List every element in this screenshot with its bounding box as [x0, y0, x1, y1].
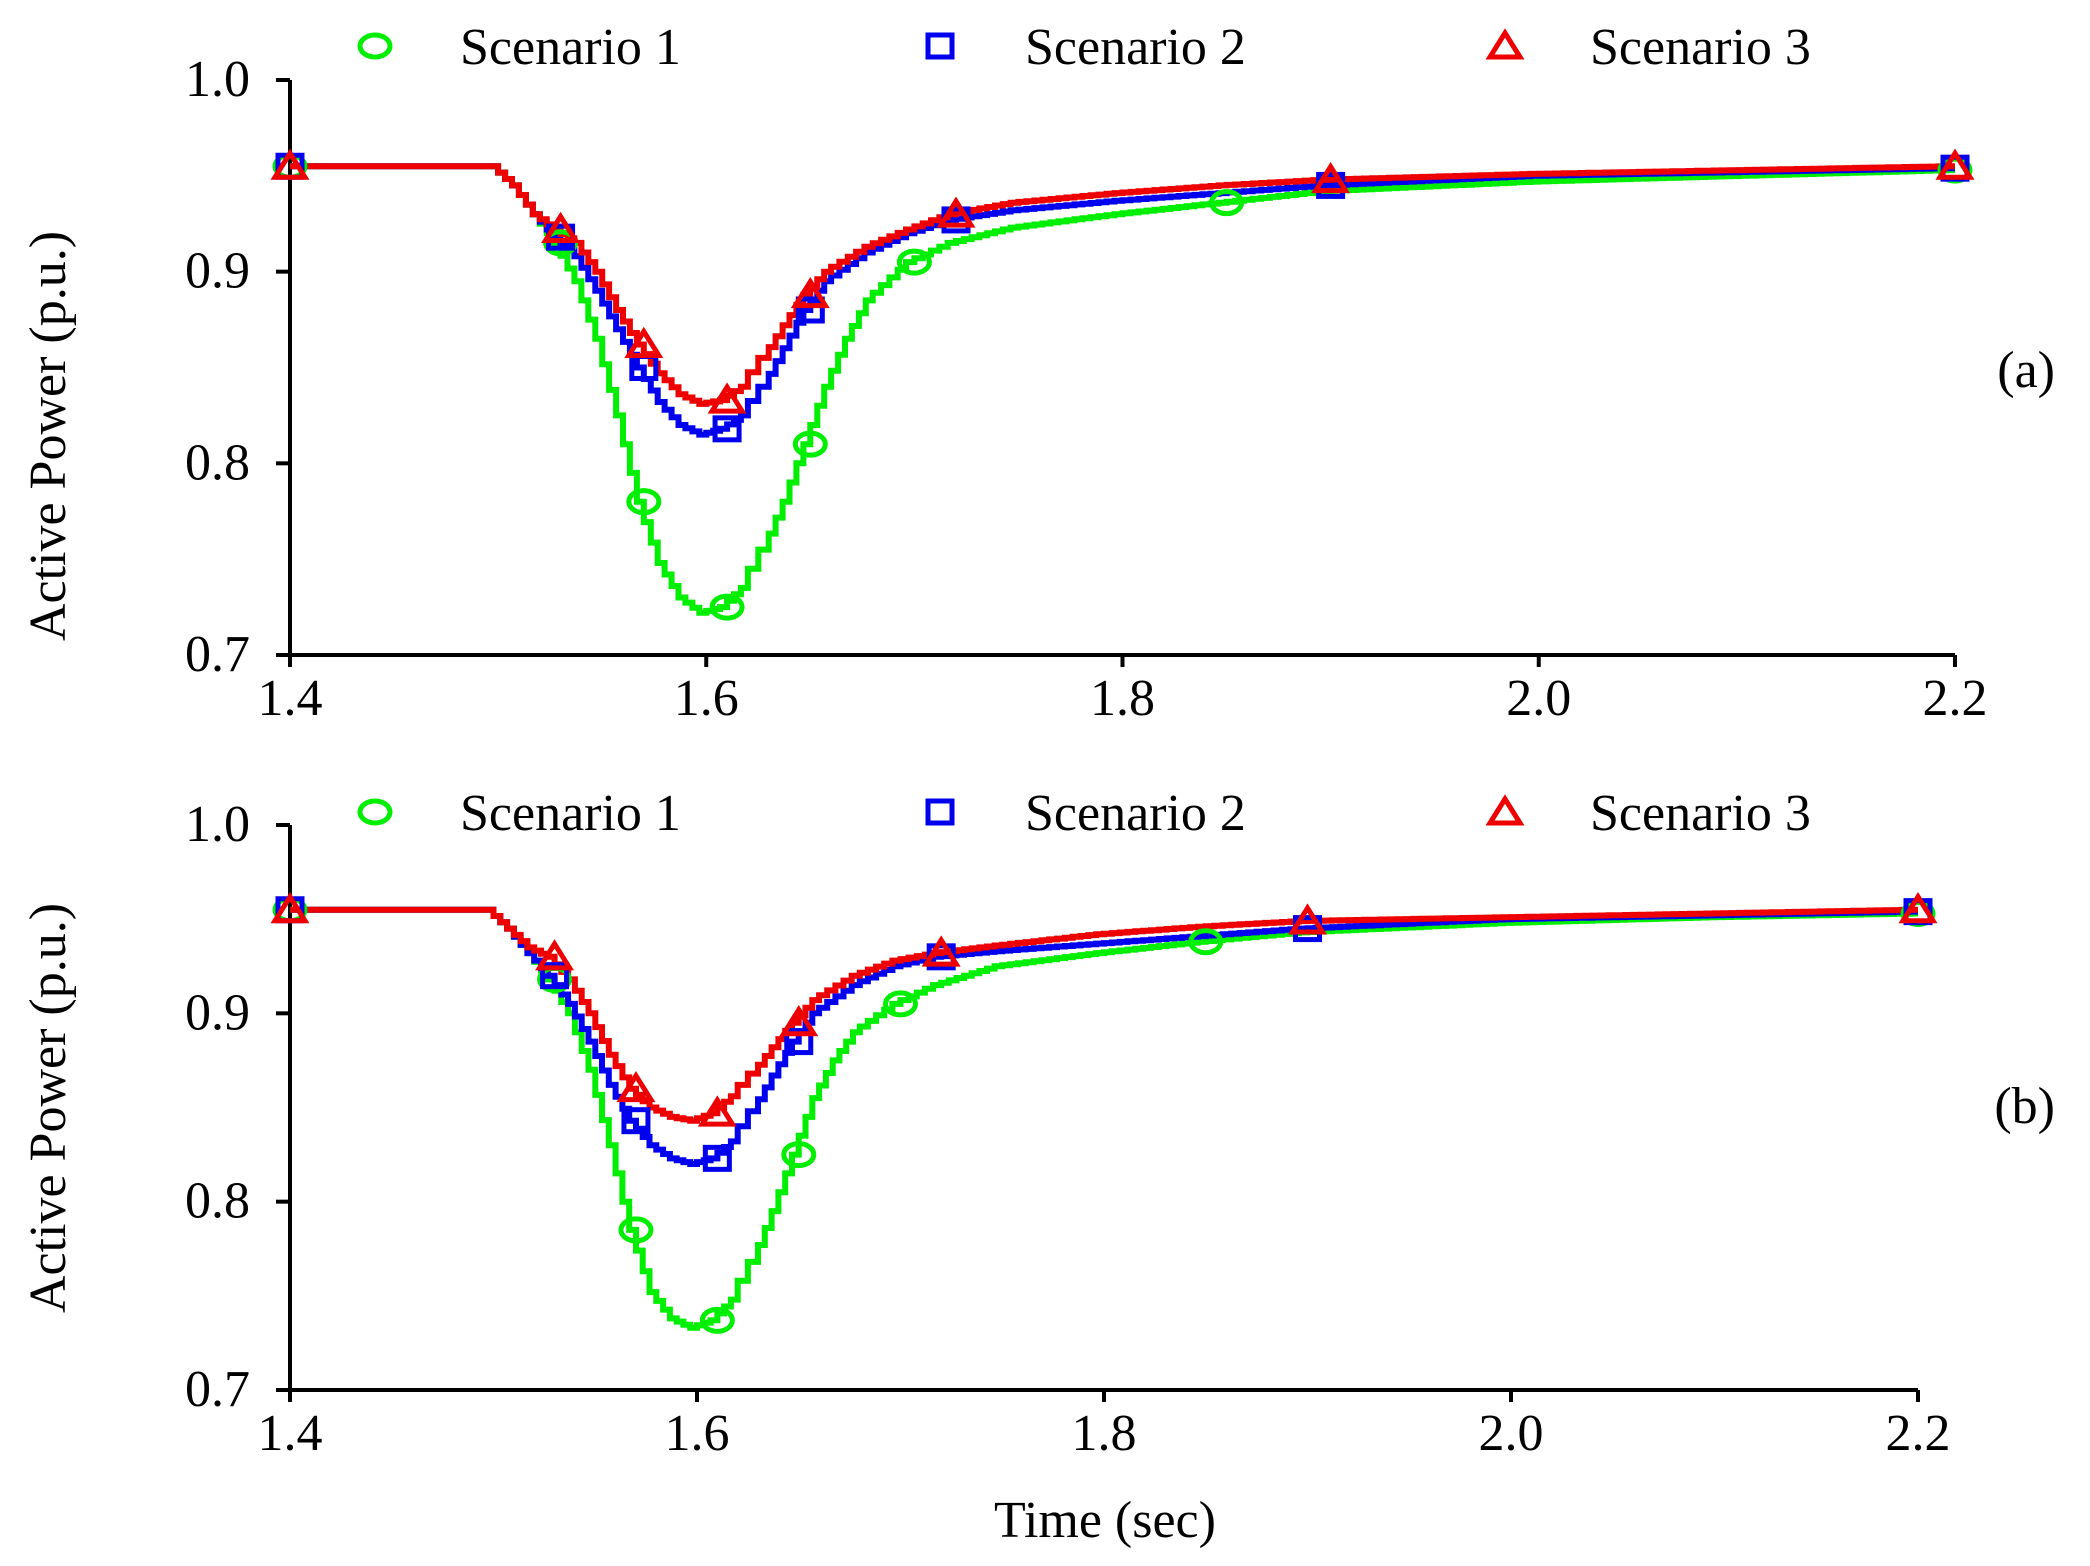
data-point-marker	[781, 1141, 817, 1169]
panel-label: (b)	[1994, 1078, 2055, 1135]
data-point-marker	[618, 1216, 654, 1244]
y-axis-label: Active Power (p.u.)	[20, 903, 77, 1313]
x-tick-label: 1.6	[665, 1405, 730, 1462]
data-point-marker	[921, 935, 961, 967]
legend-label: Scenario 2	[1025, 785, 1246, 842]
data-point-marker	[541, 211, 581, 243]
data-point-marker	[792, 430, 828, 458]
panel-a: (a) Active Power (p.u.) 1.4 1.6 1.8 2.0 2.2 0…	[20, 19, 2055, 727]
data-point-marker	[699, 1306, 735, 1334]
data-point-marker	[626, 488, 662, 516]
x-tick-label: 1.8	[1090, 670, 1155, 727]
x-tick-label: 2.2	[1923, 670, 1988, 727]
legend-marker	[357, 32, 393, 60]
data-point-marker	[707, 382, 747, 414]
legend-marker	[1485, 28, 1525, 60]
legend-marker	[357, 798, 393, 826]
x-tick-label: 1.4	[258, 670, 323, 727]
legend-label: Scenario 2	[1025, 19, 1246, 76]
legend-label: Scenario 3	[1590, 19, 1811, 76]
x-tick-label: 1.4	[258, 1405, 323, 1462]
data-point-marker	[936, 196, 976, 228]
legend-marker	[925, 798, 955, 826]
data-point-marker	[702, 1144, 732, 1172]
data-point-marker	[1209, 189, 1245, 217]
data-point-marker	[779, 1005, 819, 1037]
panel-b: (b) Active Power (p.u.) Time (sec) 1.4 1.…	[20, 785, 2055, 1549]
x-axis-label: Time (sec)	[994, 1492, 1216, 1549]
series-line-scenario-3	[290, 906, 1918, 1124]
y-tick-label: 0.8	[185, 1173, 250, 1230]
data-point-marker	[784, 1028, 814, 1056]
legend-marker	[925, 32, 955, 60]
data-point-marker	[621, 1107, 651, 1135]
x-tick-label: 2.2	[1886, 1405, 1951, 1462]
data-point-marker	[1898, 892, 1938, 924]
y-tick-label: 0.9	[185, 984, 250, 1041]
x-tick-label: 2.0	[1506, 670, 1571, 727]
data-point-marker	[1311, 161, 1351, 194]
data-point-marker	[624, 326, 664, 358]
y-tick-label: 0.8	[185, 434, 250, 491]
data-point-marker	[535, 939, 575, 971]
x-tick-label: 2.0	[1479, 1405, 1544, 1462]
series-line-scenario-2	[290, 163, 1955, 438]
data-point-marker	[1287, 903, 1328, 935]
data-point-marker	[616, 1070, 656, 1103]
data-point-marker	[1935, 148, 1975, 180]
x-tick-label: 1.8	[1072, 1405, 1137, 1462]
y-tick-label: 1.0	[185, 51, 250, 108]
data-point-marker	[540, 962, 570, 990]
panel-label: (a)	[1997, 342, 2055, 399]
data-point-marker	[270, 148, 310, 180]
series-line-scenario-1	[290, 906, 1918, 1331]
data-point-marker	[790, 276, 830, 309]
y-tick-label: 0.9	[185, 243, 250, 300]
y-tick-label: 1.0	[185, 796, 250, 853]
data-point-marker	[712, 415, 742, 443]
series-line-scenario-1	[290, 163, 1955, 616]
legend-label: Scenario 1	[460, 785, 681, 842]
data-point-marker	[896, 248, 932, 276]
y-tick-label: 0.7	[185, 1361, 250, 1418]
x-tick-label: 1.6	[674, 670, 739, 727]
data-point-marker	[883, 990, 918, 1018]
y-tick-label: 0.7	[185, 626, 250, 683]
data-point-marker	[795, 296, 825, 324]
data-point-marker	[270, 892, 310, 924]
data-point-marker	[1188, 928, 1224, 956]
legend-label: Scenario 1	[460, 19, 681, 76]
series-line-scenario-3	[290, 163, 1955, 407]
legend-label: Scenario 3	[1590, 785, 1811, 842]
legend-marker	[1485, 794, 1525, 826]
y-axis-label: Active Power (p.u.)	[20, 231, 77, 641]
data-point-marker	[697, 1095, 737, 1127]
data-point-marker	[709, 593, 745, 621]
